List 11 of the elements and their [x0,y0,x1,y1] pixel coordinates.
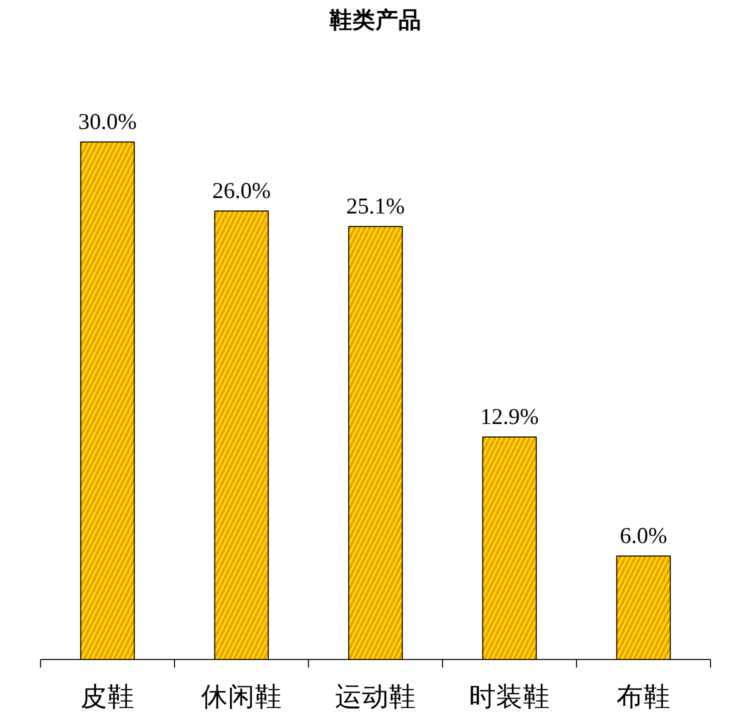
data-label: 6.0% [620,523,668,548]
x-tick-label: 运动鞋 [335,682,416,712]
data-label: 25.1% [346,194,405,219]
x-tick-label: 休闲鞋 [201,682,282,712]
chart-title: 鞋类产品 [328,8,422,34]
x-tick-label: 时装鞋 [469,682,550,712]
data-label: 26.0% [212,178,271,203]
data-label: 30.0% [78,109,137,134]
x-tick-label: 皮鞋 [80,682,134,712]
x-tick-label: 布鞋 [616,682,670,712]
data-label: 12.9% [480,404,539,429]
